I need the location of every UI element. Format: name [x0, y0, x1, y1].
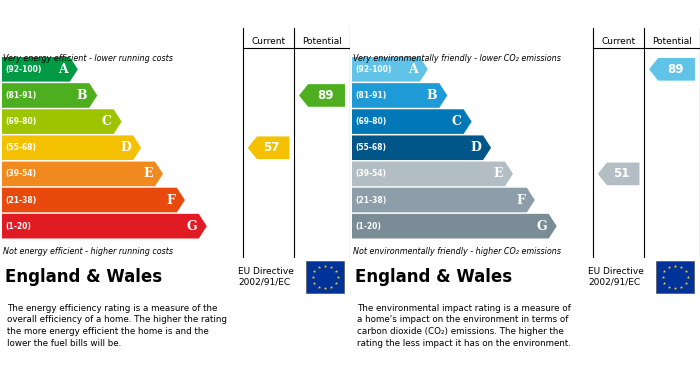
Text: (39-54): (39-54) [355, 169, 386, 178]
Text: (1-20): (1-20) [355, 222, 381, 231]
Text: (55-68): (55-68) [355, 143, 386, 152]
Text: The environmental impact rating is a measure of
a home's impact on the environme: The environmental impact rating is a mea… [357, 303, 571, 348]
FancyBboxPatch shape [307, 261, 344, 293]
Text: Energy Efficiency Rating: Energy Efficiency Rating [6, 7, 168, 20]
Text: D: D [120, 141, 131, 154]
Polygon shape [352, 188, 535, 212]
Polygon shape [352, 109, 472, 134]
Text: Very environmentally friendly - lower CO₂ emissions: Very environmentally friendly - lower CO… [353, 54, 561, 63]
Text: A: A [58, 63, 68, 76]
Text: (81-91): (81-91) [355, 91, 386, 100]
Polygon shape [2, 57, 78, 82]
Text: 57: 57 [264, 141, 280, 154]
Polygon shape [649, 58, 695, 81]
Polygon shape [299, 84, 345, 107]
Polygon shape [352, 161, 513, 186]
Text: (1-20): (1-20) [5, 222, 31, 231]
Text: (39-54): (39-54) [5, 169, 36, 178]
Text: England & Wales: England & Wales [355, 268, 512, 286]
Text: B: B [77, 89, 88, 102]
Text: Not environmentally friendly - higher CO₂ emissions: Not environmentally friendly - higher CO… [353, 247, 561, 256]
Text: F: F [166, 194, 175, 206]
Text: E: E [144, 167, 153, 180]
Polygon shape [2, 135, 141, 160]
Text: The energy efficiency rating is a measure of the
overall efficiency of a home. T: The energy efficiency rating is a measur… [7, 303, 227, 348]
Polygon shape [2, 188, 185, 212]
Text: (55-68): (55-68) [5, 143, 36, 152]
Text: England & Wales: England & Wales [5, 268, 162, 286]
Text: C: C [452, 115, 461, 128]
Polygon shape [352, 214, 556, 239]
Text: (69-80): (69-80) [5, 117, 36, 126]
Polygon shape [248, 136, 289, 159]
Text: EU Directive
2002/91/EC: EU Directive 2002/91/EC [588, 267, 644, 287]
Text: Not energy efficient - higher running costs: Not energy efficient - higher running co… [3, 247, 173, 256]
Polygon shape [352, 83, 447, 108]
Text: D: D [470, 141, 481, 154]
Text: (92-100): (92-100) [355, 65, 391, 74]
Text: Very energy efficient - lower running costs: Very energy efficient - lower running co… [3, 54, 173, 63]
Text: (81-91): (81-91) [5, 91, 36, 100]
Text: C: C [102, 115, 111, 128]
Text: EU Directive
2002/91/EC: EU Directive 2002/91/EC [238, 267, 294, 287]
Text: 51: 51 [614, 167, 630, 180]
Text: (69-80): (69-80) [355, 117, 386, 126]
Text: G: G [536, 220, 547, 233]
Text: 89: 89 [667, 63, 684, 76]
Text: Potential: Potential [302, 38, 342, 47]
Polygon shape [352, 135, 491, 160]
Polygon shape [352, 57, 428, 82]
Text: (21-38): (21-38) [5, 196, 36, 204]
Text: Current: Current [251, 38, 286, 47]
Text: (92-100): (92-100) [5, 65, 41, 74]
Text: 89: 89 [317, 89, 334, 102]
Text: G: G [186, 220, 197, 233]
Polygon shape [2, 109, 122, 134]
FancyBboxPatch shape [657, 261, 694, 293]
Polygon shape [2, 83, 97, 108]
Text: Potential: Potential [652, 38, 692, 47]
Text: A: A [408, 63, 418, 76]
Polygon shape [2, 214, 206, 239]
Text: E: E [494, 167, 503, 180]
Text: Environmental Impact (CO₂) Rating: Environmental Impact (CO₂) Rating [355, 7, 587, 20]
Polygon shape [2, 161, 163, 186]
Text: B: B [427, 89, 438, 102]
Text: Current: Current [601, 38, 636, 47]
Polygon shape [598, 163, 639, 185]
Text: F: F [516, 194, 525, 206]
Text: (21-38): (21-38) [355, 196, 386, 204]
